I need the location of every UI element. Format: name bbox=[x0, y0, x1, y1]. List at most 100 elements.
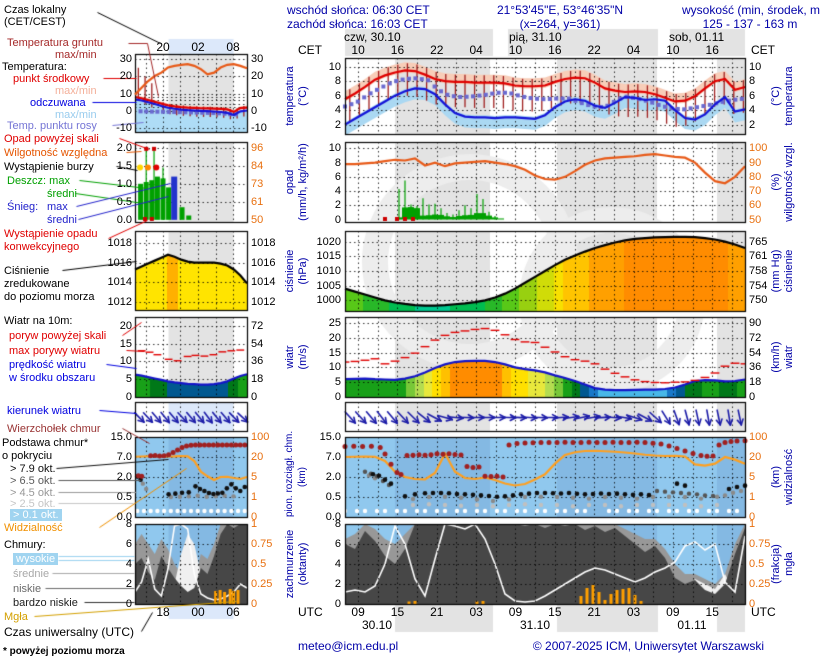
tick-label: 60 bbox=[749, 199, 762, 212]
tz-label-right: CET bbox=[751, 43, 775, 57]
utc-tick-label: 09 bbox=[508, 605, 523, 619]
cet-tick-label: 04 bbox=[626, 43, 641, 57]
tick-label: 70 bbox=[749, 185, 762, 198]
legend-item: max/min bbox=[55, 109, 97, 121]
legend-item: (CET/CEST) bbox=[4, 16, 66, 28]
tick-label: 1015 bbox=[316, 250, 341, 263]
tick-label: 1010 bbox=[316, 265, 341, 277]
tick-label: 2.0 bbox=[116, 471, 132, 483]
tick-label: 0.25 bbox=[749, 578, 771, 590]
legend-item: odczuwana bbox=[30, 97, 86, 109]
cet-tick-label: 04 bbox=[469, 43, 483, 57]
utc-label-left: UTC bbox=[298, 605, 323, 619]
tick-label: 61 bbox=[251, 195, 264, 208]
mini-cet-tick-label: 02 bbox=[191, 40, 205, 54]
tick-label: 73 bbox=[251, 177, 264, 190]
legend-item: Mgła bbox=[4, 611, 28, 623]
mini-utc-tick-label: 00 bbox=[191, 605, 205, 619]
tick-label: 2.0 bbox=[116, 141, 132, 154]
cet-tick-label: 22 bbox=[587, 43, 601, 57]
legend-item: Wystąpienie opadu bbox=[4, 228, 98, 240]
tick-label: 0 bbox=[125, 598, 132, 610]
legend-item: > 2.5 okt. bbox=[10, 498, 56, 510]
tick-label: 5 bbox=[251, 471, 258, 483]
tick-label: 15.0 bbox=[319, 431, 341, 443]
tick-label: 50 bbox=[251, 213, 264, 226]
legend-item: prędkość wiatru bbox=[9, 359, 87, 371]
tick-label: 1020 bbox=[316, 235, 341, 248]
tick-label: 20 bbox=[251, 451, 264, 463]
tick-label: 84 bbox=[251, 159, 264, 172]
tick-label: 1012 bbox=[107, 296, 132, 309]
legend-item: konwekcyjnego bbox=[4, 241, 80, 253]
tick-label: 0 bbox=[251, 104, 258, 117]
cet-tick-label: 16 bbox=[548, 43, 562, 57]
tick-label: 20 bbox=[251, 70, 264, 83]
tick-label: 1018 bbox=[107, 236, 132, 249]
tick-label: 100 bbox=[749, 142, 768, 155]
tick-label: 0.5 bbox=[116, 195, 132, 208]
legend-item: > 7.9 okt. bbox=[10, 463, 56, 475]
axis-unit-label-right: (mm Hg) ciśnienie bbox=[770, 249, 795, 293]
utc-tick-label: 15 bbox=[390, 605, 405, 619]
contact-email-link[interactable]: meteo@icm.edu.pl bbox=[298, 639, 399, 653]
tick-label: 72 bbox=[251, 319, 264, 332]
tick-label: 765 bbox=[749, 235, 768, 248]
tick-label: 80 bbox=[749, 170, 762, 183]
tick-label: 36 bbox=[251, 355, 264, 368]
legend-item: średni bbox=[47, 214, 77, 226]
tick-label: 758 bbox=[749, 265, 768, 277]
tick-label: 10 bbox=[749, 60, 762, 73]
tick-label: 0.5 bbox=[251, 558, 267, 570]
tick-label: 5 bbox=[334, 376, 341, 389]
tick-label: 5 bbox=[749, 471, 756, 483]
legend-item: max/min bbox=[55, 85, 97, 97]
tick-label: 8 bbox=[125, 518, 132, 530]
tick-label: 50 bbox=[749, 213, 762, 226]
sunset-text: zachód słońca: 16:03 CET bbox=[287, 17, 428, 31]
tick-label: 1.0 bbox=[116, 177, 132, 190]
tick-label: 754 bbox=[749, 279, 768, 292]
legend-item: średnie bbox=[13, 568, 50, 580]
tick-label: 2 bbox=[125, 578, 132, 590]
legend-item: Opad powyżej skali bbox=[4, 133, 99, 145]
tick-label: 761 bbox=[749, 250, 768, 263]
cet-tick-label: 10 bbox=[508, 43, 523, 57]
legend-item: poryw powyżej skali bbox=[9, 330, 107, 342]
tick-label: 0.5 bbox=[116, 491, 132, 503]
date-label: 31.10 bbox=[519, 618, 551, 632]
day-label: pią, 31.10 bbox=[509, 30, 562, 44]
tick-label: 0 bbox=[334, 213, 341, 226]
tick-label: 20 bbox=[749, 451, 762, 463]
tick-label: 2 bbox=[334, 118, 341, 131]
tick-label: 1014 bbox=[107, 276, 132, 289]
tick-label: 100 bbox=[251, 431, 270, 443]
tick-label: 6 bbox=[334, 170, 341, 183]
mini-cet-tick-label: 08 bbox=[226, 40, 240, 54]
tick-label: 20 bbox=[119, 319, 132, 332]
tick-label: 8 bbox=[334, 156, 341, 169]
utc-tick-label: 15 bbox=[548, 605, 562, 619]
tick-label: 0 bbox=[749, 511, 756, 523]
legend-item: punkt środkowy bbox=[13, 73, 90, 85]
tick-label: 30 bbox=[251, 53, 264, 66]
sunrise-text: wschód słońca: 06:30 CET bbox=[287, 3, 430, 17]
axis-unit-label-right: (km/h) wiatr bbox=[770, 341, 795, 373]
legend-item: > 0.1 okt. bbox=[10, 509, 62, 521]
legend-item: Temperatura gruntu bbox=[7, 37, 103, 49]
utc-tick-label: 15 bbox=[705, 605, 719, 619]
tick-label: 0 bbox=[334, 598, 341, 610]
cet-tick-label: 22 bbox=[430, 43, 444, 57]
tick-label: 1016 bbox=[251, 256, 276, 269]
tick-label: 1 bbox=[251, 518, 258, 530]
tick-label: 54 bbox=[749, 346, 762, 359]
tick-label: 2 bbox=[749, 118, 756, 131]
tick-label: 72 bbox=[749, 331, 762, 344]
copyright-text: © 2007-2025 ICM, Uniwersytet Warszawski bbox=[532, 639, 764, 653]
legend-item: Temp. punktu rosy bbox=[7, 120, 97, 132]
utc-tick-label: 03 bbox=[469, 605, 483, 619]
day-label: czw, 30.10 bbox=[344, 30, 401, 44]
date-label: 01.11 bbox=[677, 618, 707, 632]
coords-text: 21°53'45"E, 53°46'35"N bbox=[496, 3, 624, 17]
